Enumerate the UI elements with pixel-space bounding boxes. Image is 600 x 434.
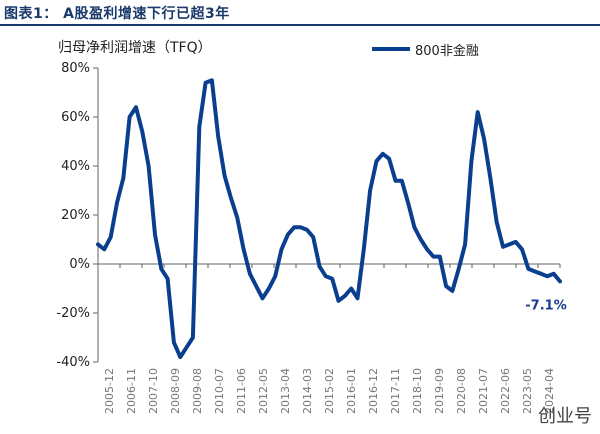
x-tick-label: 2017-11 <box>389 368 402 414</box>
x-tick-label: 2010-07 <box>213 368 226 414</box>
x-tick-label: 2008-09 <box>169 368 182 414</box>
x-tick-label: 2011-06 <box>235 368 248 414</box>
header-divider <box>0 24 600 26</box>
chart-title: 图表1： A股盈利增速下行已超3年 <box>4 6 230 22</box>
x-tick-label: 2012-05 <box>257 368 270 414</box>
y-tick-label: -40% <box>56 355 90 370</box>
x-tick-label: 2018-10 <box>411 368 424 414</box>
legend-swatch <box>372 47 410 51</box>
x-tick-label: 2020-08 <box>455 368 468 414</box>
y-tick-label: 80% <box>61 61 90 76</box>
legend-label: 800非金融 <box>415 44 479 59</box>
x-tick-label: 2013-04 <box>279 368 292 414</box>
x-tick-label: 2014-03 <box>301 368 314 414</box>
x-tick-label: 2016-12 <box>367 368 380 414</box>
x-tick-label: 2023-05 <box>521 368 534 414</box>
y-tick-label: 40% <box>61 159 90 174</box>
y-tick-label: 20% <box>61 208 90 223</box>
series-line-800-non-financial <box>96 78 562 360</box>
x-tick-label: 2005-12 <box>103 368 116 414</box>
x-tick-label: 2019-09 <box>433 368 446 414</box>
y-tick-label: -20% <box>56 306 90 321</box>
y-tick-label: 0% <box>69 257 90 272</box>
x-tick-label: 2016-01 <box>345 368 358 414</box>
watermark-text: 创业号 <box>538 406 592 427</box>
x-tick-label: 2009-08 <box>191 368 204 414</box>
y-tick-label: 60% <box>61 110 90 125</box>
chart-header: 图表1： A股盈利增速下行已超3年 <box>0 0 600 24</box>
x-tick-label: 2021-07 <box>477 368 490 414</box>
x-tick-label: 2007-10 <box>147 368 160 414</box>
x-tick-label: 2006-11 <box>125 368 138 414</box>
x-tick-label: 2022-06 <box>499 368 512 414</box>
x-tick-label: 2015-02 <box>323 368 336 414</box>
x-tick-label: 2024-04 <box>543 368 556 414</box>
last-value-label: -7.1% <box>525 298 566 313</box>
y-axis-label: 归母净利润增速（TFQ） <box>58 40 212 56</box>
